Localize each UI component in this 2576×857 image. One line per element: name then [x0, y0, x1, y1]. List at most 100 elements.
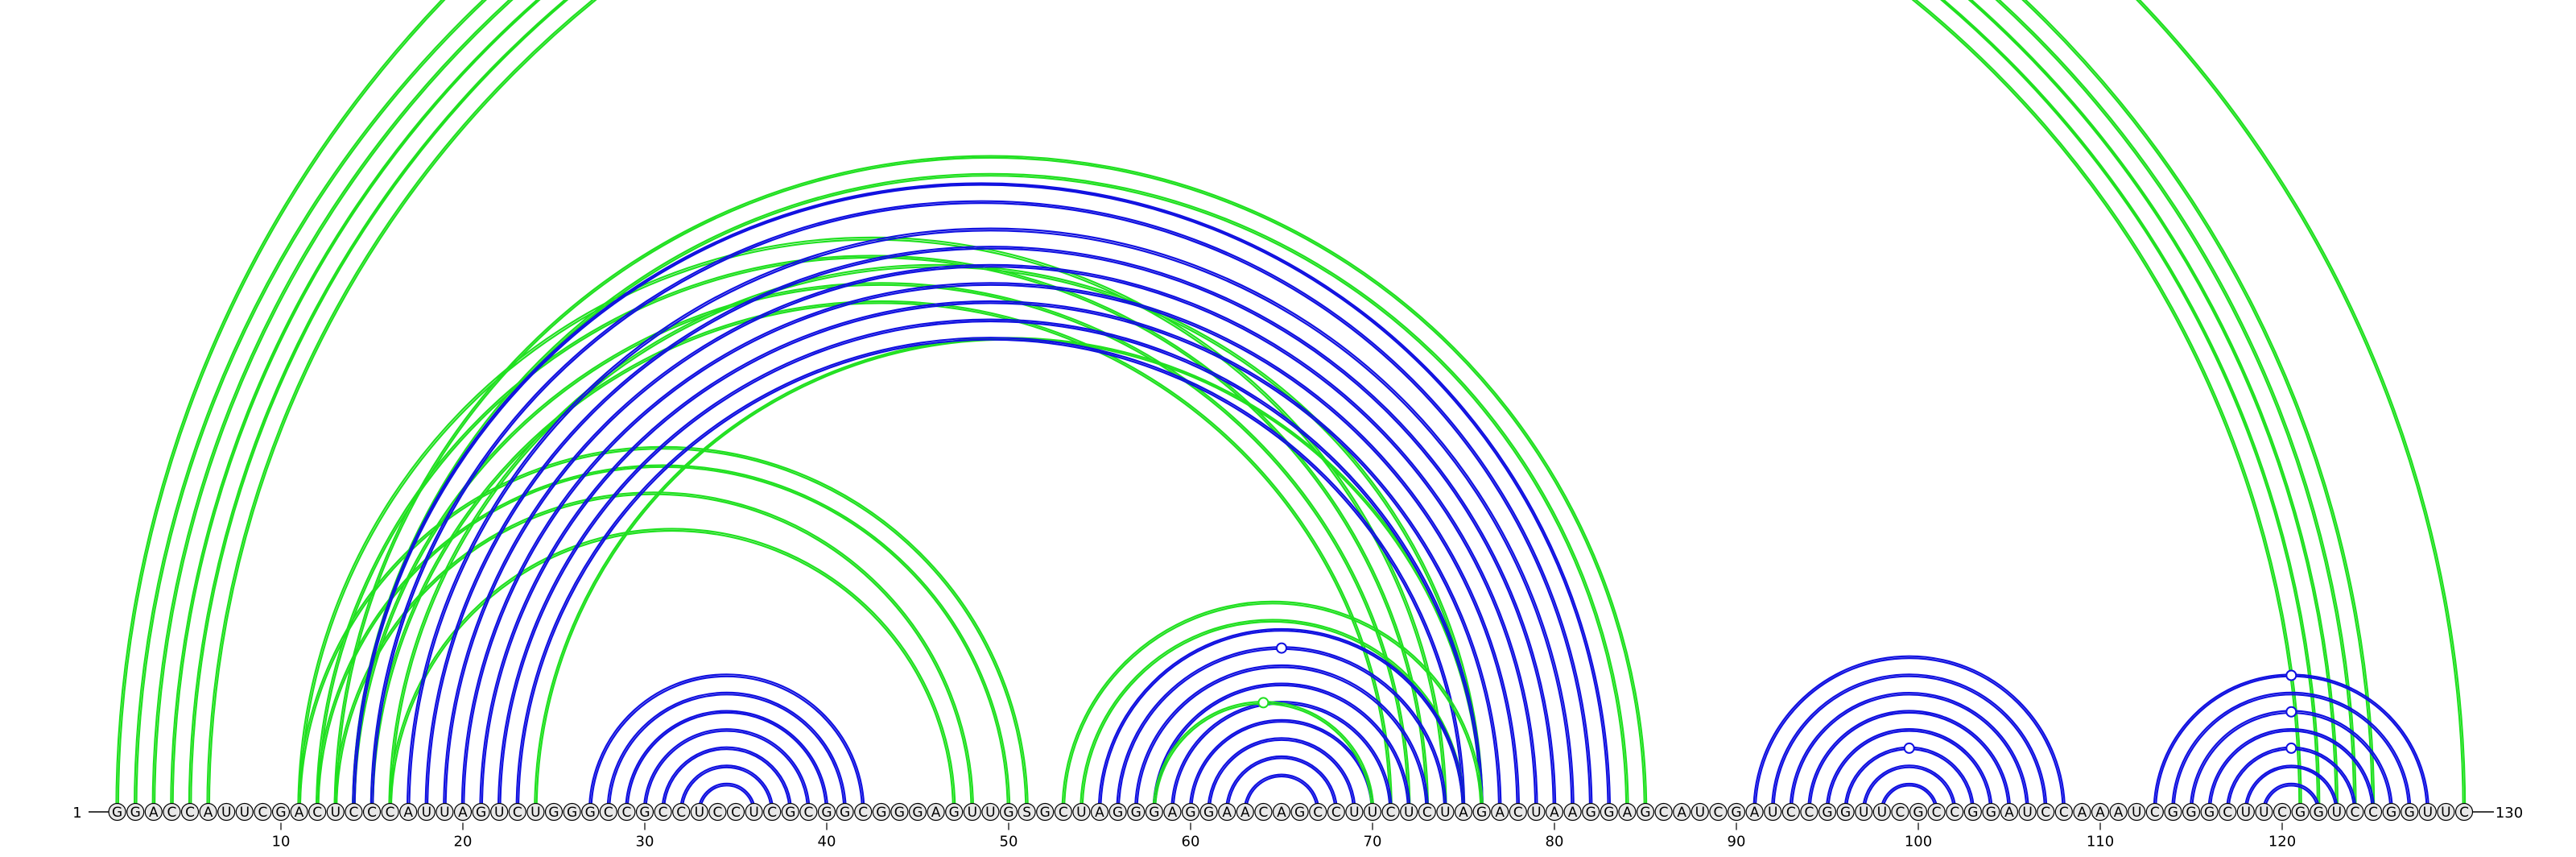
nucleotide-letter-36: U	[749, 805, 758, 821]
nucleotide-circle-109	[2073, 802, 2091, 822]
nucleotide-letter-114: G	[2168, 805, 2178, 821]
nucleotide-circle-1	[108, 802, 126, 822]
arc-58-72-1	[1152, 682, 1411, 813]
position-ticks: 10 20 30 40 50 60 70 80 90 100 110 120	[272, 822, 2296, 851]
arc-20-78-0	[463, 284, 1518, 813]
arc-97-102-1	[1861, 764, 1957, 813]
nucleotide-circle-45	[908, 802, 927, 822]
nucleotide-71: C	[1381, 802, 1400, 822]
nucleotide-circle-57	[1127, 802, 1146, 822]
arc-15-82-1	[369, 200, 1593, 813]
arc-15-82-0	[372, 202, 1591, 813]
nucleotide-letter-124: C	[2350, 805, 2359, 821]
nucleotide-circle-8	[235, 802, 254, 822]
arc-95-104-1	[1825, 728, 1993, 813]
arc-21-77-1	[479, 300, 1502, 813]
nucleotide-42: C	[854, 802, 873, 822]
nucleotide-letter-96: G	[1840, 805, 1851, 821]
nucleotide-letter-101: C	[1932, 805, 1942, 821]
nucleotide-38: G	[781, 802, 799, 822]
nucleotide-letter-129: U	[2441, 805, 2450, 821]
nucleotide-15: C	[362, 802, 382, 822]
nucleotide-82: G	[1582, 802, 1600, 822]
nucleotide-102: C	[1946, 802, 1964, 822]
arc-27-42-1	[588, 673, 865, 813]
nucleotide-letter-63: A	[1241, 805, 1250, 821]
nucleotide-circle-93	[1781, 802, 1800, 822]
arc-61-69-0	[1208, 739, 1355, 813]
nucleotide-81: A	[1563, 802, 1582, 822]
nucleotide-letter-123: U	[2332, 805, 2342, 821]
nucleotide-circle-78	[1509, 802, 1527, 822]
nucleotide-circle-10	[271, 802, 291, 822]
arc-63-67-0	[1245, 775, 1319, 813]
base-pair-arcs	[115, 0, 2467, 813]
nucleotide-97: U	[1855, 802, 1873, 822]
nucleotide-18: U	[417, 802, 436, 822]
nucleotide-circle-20	[453, 802, 473, 822]
nucleotide-circle-49	[981, 802, 1000, 822]
nucleotide-1: G	[108, 802, 126, 822]
nucleotide-75: A	[1454, 802, 1473, 822]
arc-17-81-0	[408, 229, 1573, 813]
arc-32-37-0	[681, 766, 773, 813]
arc-98-101-0	[1881, 785, 1937, 813]
nucleotide-letter-90: G	[1731, 805, 1741, 821]
nucleotide-circle-73	[1418, 802, 1436, 822]
sequence-backbone: 1 130	[72, 805, 2523, 822]
nucleotide-letter-41: G	[840, 805, 850, 821]
arc-119-122-1	[2262, 782, 2321, 813]
nucleotide-letter-57: G	[1131, 805, 1141, 821]
nucleotide-letter-115: G	[2186, 805, 2196, 821]
nucleotide-letter-6: A	[204, 805, 213, 821]
nucleotide-circle-85	[1636, 802, 1655, 822]
arc-3-124-1	[151, 0, 2357, 813]
arc-22-76-0	[499, 320, 1482, 813]
nucleotide-circle-16	[381, 802, 399, 822]
nucleotide-circle-28	[599, 802, 617, 822]
nucleotide-59: A	[1163, 802, 1182, 822]
nucleotide-letter-29: C	[621, 805, 631, 821]
nucleotide-letter-87: A	[1677, 805, 1686, 821]
nucleotide-37: C	[763, 802, 782, 822]
arc-15-71-1	[369, 300, 1393, 813]
tick-label-10: 10	[272, 834, 291, 851]
nucleotide-107: C	[2037, 802, 2055, 822]
nucleotide-circle-103	[1963, 802, 1982, 822]
nucleotide-circle-43	[872, 802, 890, 822]
nucleotide-5: C	[180, 802, 200, 822]
nucleotide-circle-5	[180, 802, 200, 822]
nucleotide-letter-13: U	[331, 805, 341, 821]
arc-28-41-0	[608, 693, 845, 813]
nucleotide-68: C	[1327, 802, 1345, 822]
nucleotide-125: C	[2363, 802, 2383, 822]
nucleotide-6: A	[199, 802, 217, 822]
nucleotide-letter-18: U	[422, 805, 431, 821]
nucleotide-letter-31: C	[658, 805, 668, 821]
nucleotide-circle-61	[1199, 802, 1218, 822]
arc-53-76-1	[1061, 600, 1484, 813]
arc-12-50-1	[315, 464, 1011, 813]
nucleotide-circle-6	[199, 802, 217, 822]
arc-116-125-1	[2207, 728, 2376, 813]
nucleotide-letter-15: C	[367, 805, 377, 821]
nucleotide-letter-53: C	[1059, 805, 1068, 821]
tick-label-90: 90	[1728, 834, 1746, 851]
nucleotide-circle-83	[1600, 802, 1618, 822]
arc-12-73-1	[315, 255, 1430, 813]
nucleotide-circle-68	[1327, 802, 1345, 822]
arc-4-123-0	[171, 0, 2337, 813]
pair-marker-58-70	[1257, 697, 1269, 709]
nucleotide-53: C	[1054, 802, 1072, 822]
nucleotide-letter-113: C	[2150, 805, 2160, 821]
start-position-label: 1	[72, 805, 81, 822]
arc-11-51-0	[299, 448, 1027, 813]
nucleotide-47: G	[945, 802, 964, 822]
nucleotide-35: C	[726, 802, 745, 822]
nucleotide-letter-1: G	[112, 805, 122, 821]
nucleotide-circle-122	[2310, 802, 2328, 822]
nucleotide-41: G	[836, 802, 854, 822]
nucleotide-88: U	[1690, 802, 1709, 822]
nucleotide-circle-23	[508, 802, 526, 822]
nucleotide-letter-52: G	[1040, 805, 1051, 821]
